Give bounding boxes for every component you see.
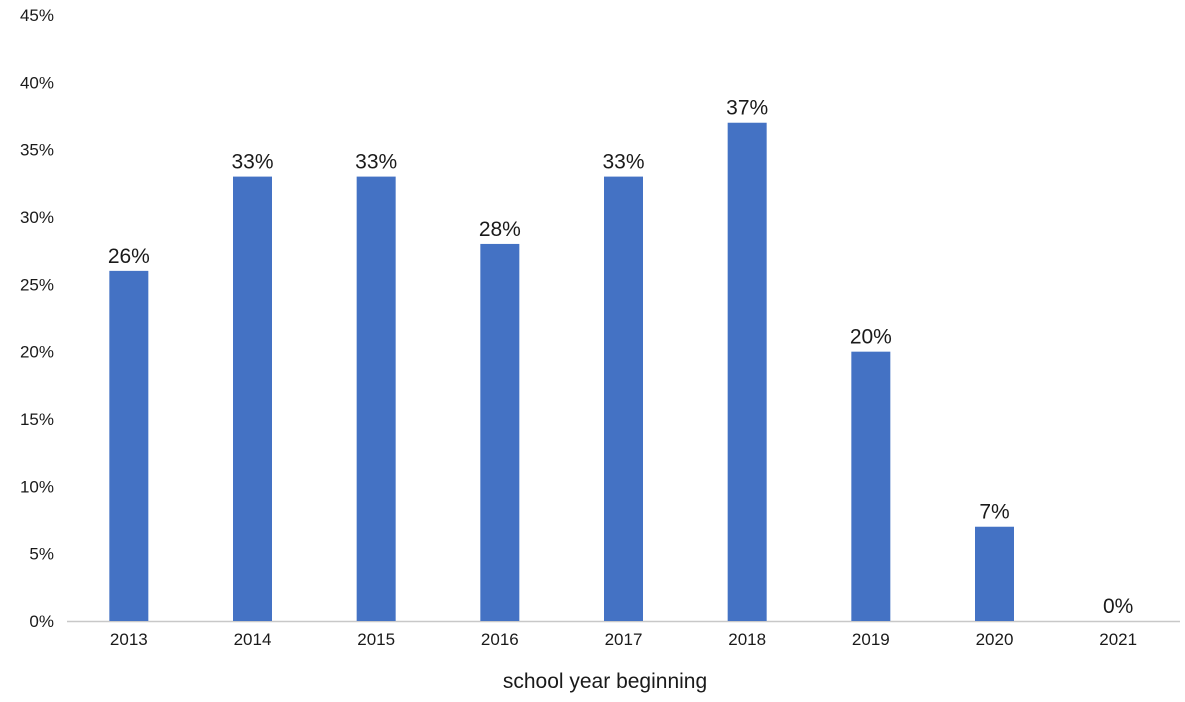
y-tick-label: 40% <box>20 73 54 92</box>
x-tick-label-2020: 2020 <box>976 630 1014 649</box>
bar-2015 <box>356 176 396 621</box>
bar-2016 <box>480 243 520 621</box>
x-tick-label-2017: 2017 <box>605 630 643 649</box>
x-tick-label-2015: 2015 <box>357 630 395 649</box>
data-label-2019: 20% <box>850 326 892 349</box>
bar-2014 <box>233 176 272 621</box>
y-tick-label: 45% <box>20 6 54 25</box>
y-tick-label: 25% <box>20 275 54 294</box>
y-tick-label: 5% <box>29 545 54 564</box>
x-axis-title: school year beginning <box>503 670 707 693</box>
x-tick-label-2018: 2018 <box>728 630 766 649</box>
bar-2019 <box>851 351 891 621</box>
data-label-2021: 0% <box>1103 595 1133 618</box>
bar-2017 <box>604 176 643 621</box>
bar-2020 <box>975 526 1014 621</box>
data-label-2018: 37% <box>726 97 768 120</box>
data-label-2020: 7% <box>979 501 1009 524</box>
x-tick-label-2014: 2014 <box>234 630 272 649</box>
data-label-2014: 33% <box>231 151 273 174</box>
bar-2013 <box>109 270 149 621</box>
x-axis-ticks: 2013 2014 2015 2016 2017 2018 2019 2020 2021 <box>110 630 1137 649</box>
data-label-2016: 28% <box>479 218 521 241</box>
y-axis-ticks: 0% 5% 10% 15% 20% 25% 30% 35% 40% 45% <box>20 6 54 631</box>
x-tick-label-2019: 2019 <box>852 630 890 649</box>
data-label-2015: 33% <box>355 151 397 174</box>
x-tick-label-2016: 2016 <box>481 630 519 649</box>
data-label-2017: 33% <box>602 151 644 174</box>
y-tick-label: 30% <box>20 208 54 227</box>
x-tick-label-2013: 2013 <box>110 630 148 649</box>
bars-group <box>109 122 1014 621</box>
data-label-2013: 26% <box>108 245 150 268</box>
y-tick-label: 10% <box>20 477 54 496</box>
x-tick-label-2021: 2021 <box>1099 630 1137 649</box>
y-tick-label: 15% <box>20 410 54 429</box>
data-labels-group: 26% 33% 33% 28% 33% 37% 20% 7% 0% <box>108 97 1134 618</box>
y-tick-label: 35% <box>20 141 54 160</box>
bar-2018 <box>727 122 767 621</box>
y-tick-label: 0% <box>29 612 54 631</box>
y-tick-label: 20% <box>20 343 54 362</box>
